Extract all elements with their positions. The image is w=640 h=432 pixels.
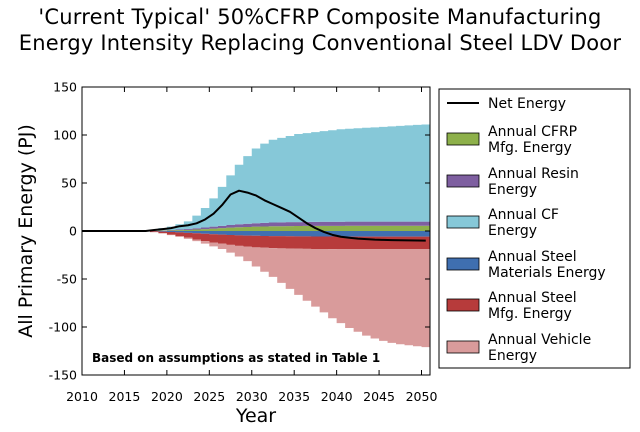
- legend-item-annual-steel-materials-energy: Annual Steel Materials Energy: [446, 249, 606, 281]
- legend-label-net-energy: Net Energy: [488, 96, 566, 112]
- area-layer: [141, 124, 431, 348]
- legend-item-annual-steel-mfg-energy: Annual Steel Mfg. Energy: [446, 290, 577, 322]
- legend-swatch-annual-cfrp-mfg-energy: [446, 132, 480, 146]
- legend-frame: [438, 88, 631, 369]
- area-annual-vehicle-energy: [141, 231, 431, 348]
- legend-item-annual-cfrp-mfg-energy: Annual CFRP Mfg. Energy: [446, 124, 577, 156]
- y-tick-label--50: -50: [57, 272, 77, 287]
- legend-swatch-annual-cf-energy: [446, 215, 480, 229]
- net-line-layer: [82, 189, 426, 242]
- legend-label-annual-vehicle-energy: Annual Vehicle Energy: [488, 332, 591, 364]
- legend-item-annual-cf-energy: Annual CF Energy: [446, 207, 559, 239]
- legend-label-annual-steel-materials-energy: Annual Steel Materials Energy: [488, 249, 606, 281]
- x-tick-label-2035: 2035: [278, 389, 310, 404]
- x-tick-label-2015: 2015: [109, 389, 141, 404]
- area-annual-steel-materials-energy: [141, 231, 431, 237]
- legend-swatch-annual-vehicle-energy: [446, 340, 480, 354]
- area-annual-steel-mfg-energy: [141, 231, 431, 250]
- legend-item-annual-vehicle-energy: Annual Vehicle Energy: [446, 332, 591, 364]
- area-annual-cfrp-mfg-energy: [141, 225, 431, 231]
- y-axis-label: All Primary Energy (PJ): [15, 124, 37, 338]
- legend-label-annual-cfrp-mfg-energy: Annual CFRP Mfg. Energy: [488, 124, 577, 156]
- area-annual-resin-energy: [141, 221, 431, 231]
- legend-swatch-annual-steel-materials-energy: [446, 257, 480, 271]
- x-tick-label-2050: 2050: [406, 389, 438, 404]
- legend-item-net-energy: Net Energy: [447, 96, 566, 112]
- x-tick-label-2010: 2010: [66, 389, 98, 404]
- legend-swatch-annual-resin-energy: [446, 174, 480, 188]
- legend-label-annual-resin-energy: Annual Resin Energy: [488, 166, 579, 198]
- assumption-note: Based on assumptions as stated in Table …: [92, 351, 380, 365]
- x-tick-label-2040: 2040: [321, 389, 353, 404]
- y-tick-label--100: -100: [49, 320, 77, 335]
- axis-ticks: 2010 2015 2020 2025 2030 2035 2040 2045 2050 150 1…: [49, 80, 438, 405]
- line-net-energy: [82, 189, 426, 242]
- chart-title-line-2: Energy Intensity Replacing Conventional …: [18, 31, 622, 55]
- x-tick-label-2025: 2025: [193, 389, 225, 404]
- x-tick-label-2030: 2030: [236, 389, 268, 404]
- chart-title: 'Current Typical' 50%CFRP Composite Manu…: [0, 4, 640, 56]
- x-axis-label: Year: [235, 405, 276, 427]
- y-tick-label-50: 50: [61, 176, 77, 191]
- x-tick-label-2045: 2045: [363, 389, 395, 404]
- y-tick-label-0: 0: [69, 224, 77, 239]
- y-tick-label--150: -150: [49, 368, 77, 383]
- legend-label-annual-steel-mfg-energy: Annual Steel Mfg. Energy: [488, 290, 577, 322]
- legend-item-annual-resin-energy: Annual Resin Energy: [446, 166, 579, 198]
- chart-title-line-1: 'Current Typical' 50%CFRP Composite Manu…: [38, 5, 602, 29]
- legend: Net Energy Annual CFRP Mfg. Energy Annual R…: [438, 88, 631, 369]
- y-tick-label-150: 150: [53, 80, 77, 95]
- x-tick-label-2020: 2020: [151, 389, 183, 404]
- legend-label-annual-cf-energy: Annual CF Energy: [488, 207, 559, 239]
- area-annual-cf-energy: [141, 124, 431, 231]
- legend-swatch-annual-steel-mfg-energy: [446, 298, 480, 312]
- y-tick-label-100: 100: [53, 128, 77, 143]
